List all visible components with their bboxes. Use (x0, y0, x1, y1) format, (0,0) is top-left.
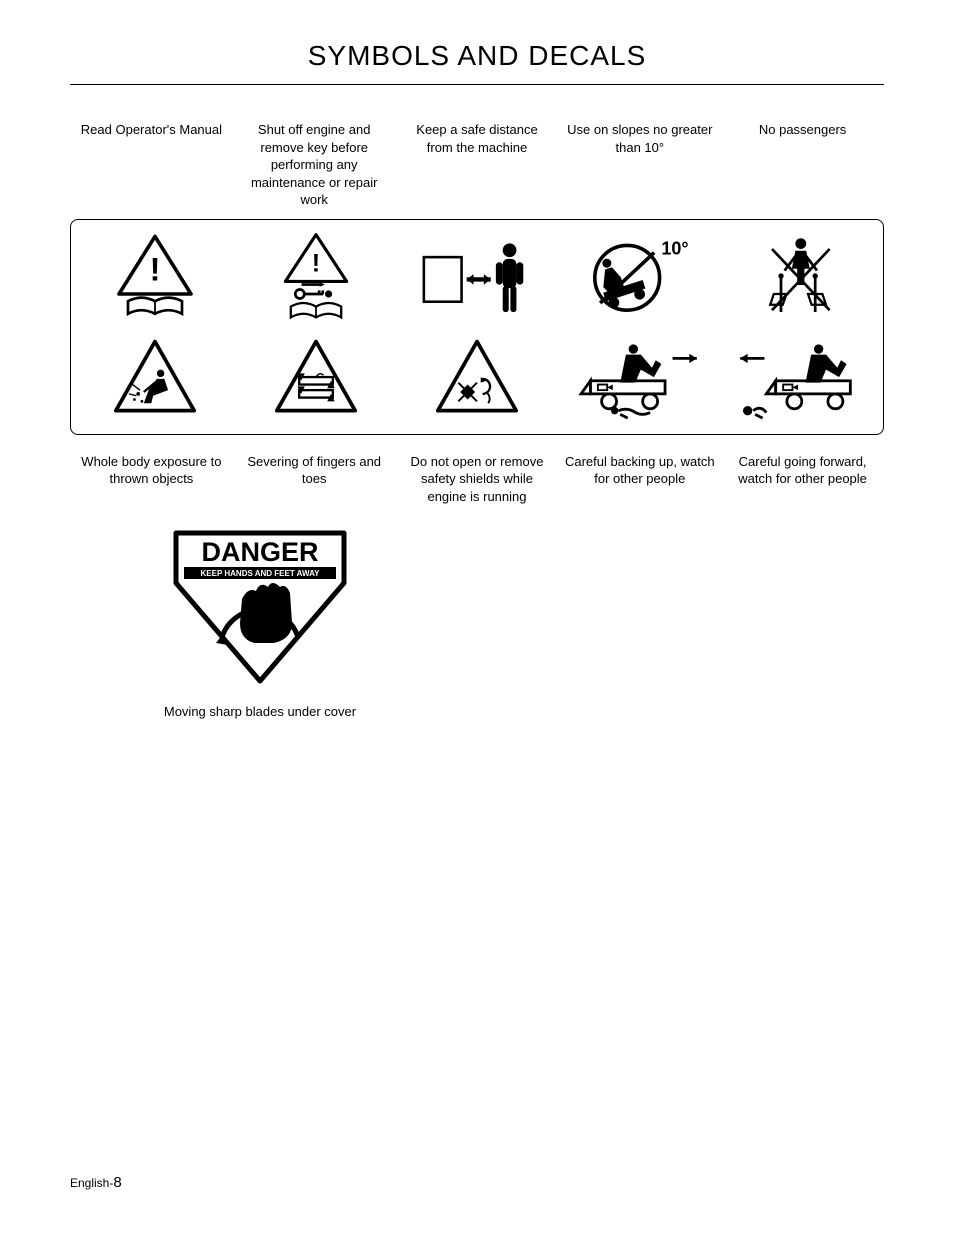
danger-block: DANGER KEEP HANDS AND FEET AWAY Moving s… (130, 527, 390, 719)
label-slopes: Use on slopes no greater than 10° (558, 121, 721, 209)
page-title: SYMBOLS AND DECALS (70, 40, 884, 85)
symbol-read-manual: ! (77, 228, 232, 324)
top-labels-row: Read Operator's Manual Shut off engine a… (70, 121, 884, 209)
label-no-passengers: No passengers (721, 121, 884, 209)
label-shut-off: Shut off engine and remove key before pe… (233, 121, 396, 209)
symbol-safe-distance (399, 228, 554, 324)
danger-decal: DANGER KEEP HANDS AND FEET AWAY (170, 527, 350, 692)
label-backing-up: Careful backing up, watch for other peop… (558, 453, 721, 506)
symbol-slope: 10° (561, 228, 716, 324)
danger-heading: DANGER (201, 537, 318, 567)
label-shields: Do not open or remove safety shields whi… (396, 453, 559, 506)
footer-page: 8 (113, 1174, 121, 1191)
symbol-row-top: ! ! (77, 228, 877, 324)
symbol-no-passengers (722, 228, 877, 324)
bottom-labels-row: Whole body exposure to thrown objects Se… (70, 453, 884, 506)
danger-caption: Moving sharp blades under cover (130, 704, 390, 719)
footer-lang: English (70, 1176, 109, 1190)
label-read-manual: Read Operator's Manual (70, 121, 233, 209)
symbol-shields (399, 330, 554, 426)
symbol-thrown-objects (77, 330, 232, 426)
symbol-panel: ! ! (70, 219, 884, 435)
symbol-shut-off-key: ! (238, 228, 393, 324)
label-safe-distance: Keep a safe distance from the machine (396, 121, 559, 209)
danger-sub: KEEP HANDS AND FEET AWAY (201, 569, 321, 578)
label-severing: Severing of fingers and toes (233, 453, 396, 506)
symbol-severing (238, 330, 393, 426)
label-forward: Careful going forward, watch for other p… (721, 453, 884, 506)
label-thrown-objects: Whole body exposure to thrown objects (70, 453, 233, 506)
slope-angle-text: 10° (662, 238, 689, 258)
symbol-forward (722, 330, 877, 426)
page-footer: English-8 (70, 1174, 122, 1191)
svg-text:!: ! (312, 249, 320, 277)
symbol-backing-up (561, 330, 716, 426)
svg-text:!: ! (149, 251, 160, 287)
symbol-row-bottom (77, 330, 877, 426)
